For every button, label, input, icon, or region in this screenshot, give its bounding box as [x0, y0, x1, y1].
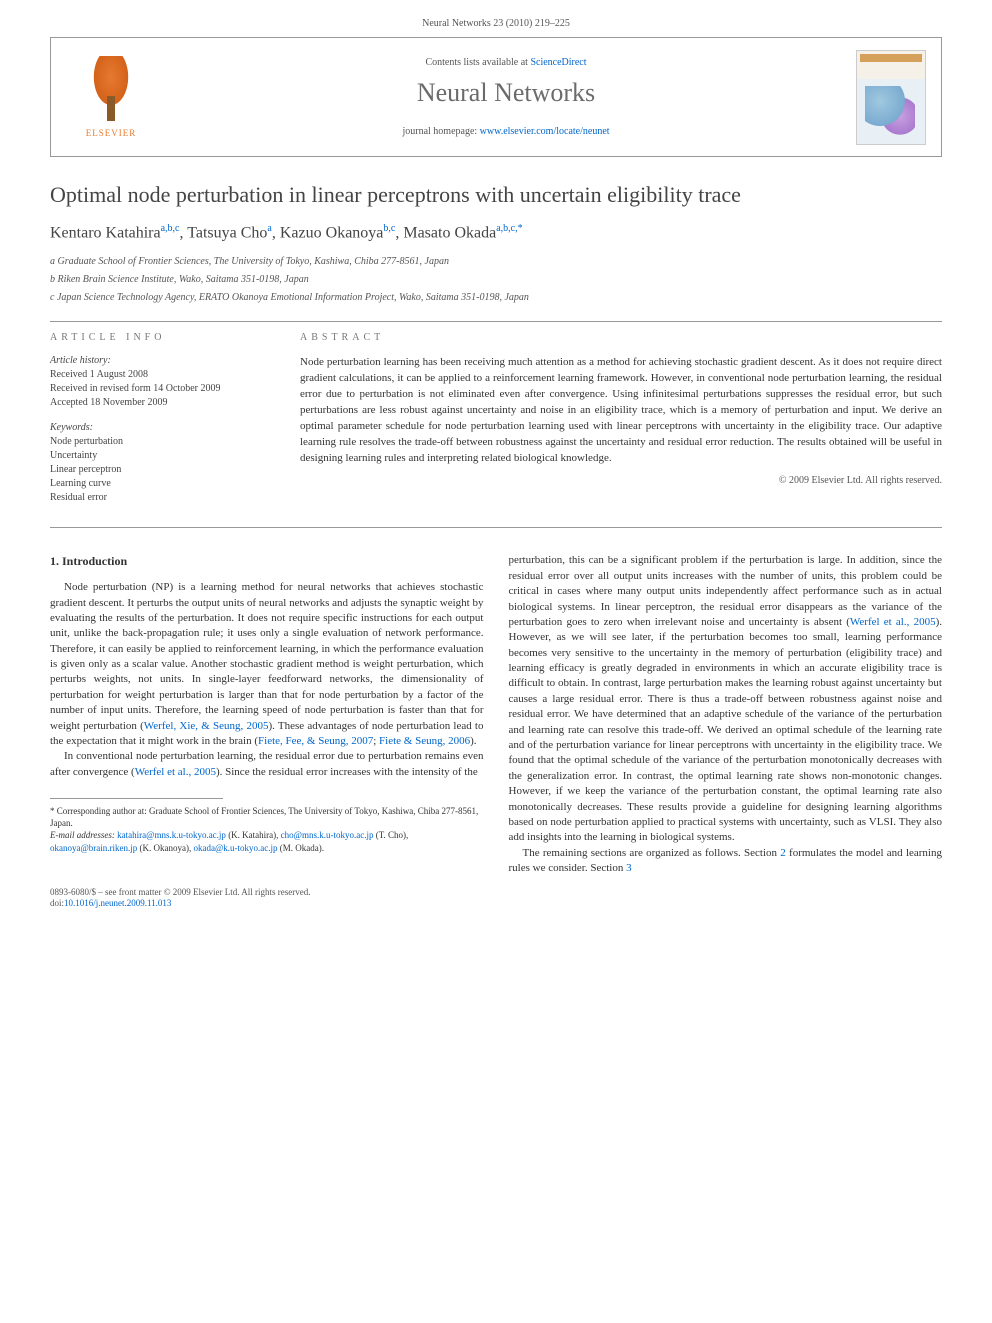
affiliation-b: b Riken Brain Science Institute, Wako, S… [50, 272, 942, 288]
footnote-corresponding: * Corresponding author at: Graduate Scho… [50, 805, 484, 829]
author-2-aff[interactable]: a [267, 223, 271, 234]
ref-werfel-2005[interactable]: Werfel, Xie, & Seung, 2005 [144, 720, 269, 732]
ref-werfel-2005c[interactable]: Werfel et al., 2005 [850, 616, 936, 628]
para3b-text: ). However, as we will see later, if the… [509, 616, 943, 843]
email-link-4[interactable]: okada@k.u-tokyo.ac.jp [194, 843, 278, 853]
author-2[interactable]: Tatsuya Cho [187, 224, 267, 241]
affiliation-c: c Japan Science Technology Agency, ERATO… [50, 290, 942, 306]
article-content: Optimal node perturbation in linear perc… [0, 182, 992, 877]
author-3-aff[interactable]: b,c [383, 223, 395, 234]
author-1-aff[interactable]: a,b,c [161, 223, 180, 234]
para1-text: Node perturbation (NP) is a learning met… [50, 581, 484, 732]
body-two-column: 1. Introduction Node perturbation (NP) i… [50, 553, 942, 876]
email-label: E-mail addresses: [50, 830, 115, 840]
abstract-heading: ABSTRACT [300, 332, 942, 343]
elsevier-logo[interactable]: ELSEVIER [66, 47, 156, 147]
abstract-col: ABSTRACT Node perturbation learning has … [300, 332, 942, 517]
author-3[interactable]: Kazuo Okanoya [280, 224, 384, 241]
page-footer: 0893-6080/$ – see front matter © 2009 El… [0, 877, 992, 930]
abstract-text: Node perturbation learning has been rece… [300, 355, 942, 467]
journal-banner-center: Contents lists available at ScienceDirec… [156, 57, 856, 137]
sciencedirect-link[interactable]: ScienceDirect [530, 57, 586, 68]
homepage-prefix: journal homepage: [402, 126, 479, 137]
body-para-3: perturbation, this can be a significant … [509, 553, 943, 845]
contents-prefix: Contents lists available at [425, 57, 530, 68]
history-label: Article history: [50, 355, 270, 366]
doi-link[interactable]: 10.1016/j.neunet.2009.11.013 [64, 898, 171, 908]
citation-text: Neural Networks 23 (2010) 219–225 [422, 18, 570, 29]
journal-name: Neural Networks [156, 78, 856, 108]
info-abstract-row: ARTICLE INFO Article history: Received 1… [50, 332, 942, 517]
footnote-emails: E-mail addresses: katahira@mns.k.u-tokyo… [50, 829, 484, 853]
body-para-1: Node perturbation (NP) is a learning met… [50, 580, 484, 749]
ref-fiete-2007[interactable]: Fiete, Fee, & Seung, 2007 [258, 735, 373, 747]
body-para-2: In conventional node perturbation learni… [50, 749, 484, 780]
corresponding-star-icon[interactable]: * [518, 223, 523, 234]
history-text: Received 1 August 2008 Received in revis… [50, 368, 270, 410]
para1d-text: ). [470, 735, 476, 747]
running-header: Neural Networks 23 (2010) 219–225 [0, 0, 992, 37]
ref-fiete-2006[interactable]: Fiete & Seung, 2006 [379, 735, 470, 747]
journal-banner: ELSEVIER Contents lists available at Sci… [50, 37, 942, 157]
author-4-aff[interactable]: a,b,c, [496, 223, 517, 234]
keywords-label: Keywords: [50, 422, 270, 433]
email-name-4: (M. Okada). [278, 843, 325, 853]
email-link-1[interactable]: katahira@mns.k.u-tokyo.ac.jp [117, 830, 226, 840]
para4-text: The remaining sections are organized as … [523, 847, 781, 859]
affiliations: a Graduate School of Frontier Sciences, … [50, 254, 942, 306]
ref-section-3[interactable]: 3 [626, 862, 632, 874]
email-name-1: (K. Katahira), [226, 830, 278, 840]
ref-werfel-2005b[interactable]: Werfel et al., 2005 [135, 766, 216, 778]
author-list: Kentaro Katahiraa,b,c, Tatsuya Choa, Kaz… [50, 223, 942, 242]
footnote-separator [50, 798, 223, 799]
article-info-col: ARTICLE INFO Article history: Received 1… [50, 332, 270, 517]
journal-cover-thumb[interactable] [856, 50, 926, 145]
email-link-2[interactable]: cho@mns.k.u-tokyo.ac.jp [281, 830, 374, 840]
para2b-text: ). Since the residual error increases wi… [216, 766, 478, 778]
elsevier-tree-icon [81, 56, 141, 126]
author-1[interactable]: Kentaro Katahira [50, 224, 161, 241]
homepage-link[interactable]: www.elsevier.com/locate/neunet [480, 126, 610, 137]
email-name-3: (K. Okanoya), [137, 843, 191, 853]
body-para-4: The remaining sections are organized as … [509, 846, 943, 877]
author-4[interactable]: Masato Okada [403, 224, 496, 241]
footer-doi-line: doi:10.1016/j.neunet.2009.11.013 [50, 898, 942, 910]
affiliation-a: a Graduate School of Frontier Sciences, … [50, 254, 942, 270]
email-name-2: (T. Cho), [373, 830, 408, 840]
email-link-3[interactable]: okanoya@brain.riken.jp [50, 843, 137, 853]
elsevier-label: ELSEVIER [86, 128, 137, 138]
article-title: Optimal node perturbation in linear perc… [50, 182, 942, 208]
footer-copyright: 0893-6080/$ – see front matter © 2009 El… [50, 887, 942, 899]
abstract-copyright: © 2009 Elsevier Ltd. All rights reserved… [300, 475, 942, 486]
footnote-corr-text: * Corresponding author at: Graduate Scho… [50, 806, 478, 828]
divider-top [50, 321, 942, 322]
keywords-text: Node perturbation Uncertainty Linear per… [50, 435, 270, 505]
contents-line: Contents lists available at ScienceDirec… [156, 57, 856, 68]
section-1-heading: 1. Introduction [50, 553, 484, 570]
homepage-line: journal homepage: www.elsevier.com/locat… [156, 126, 856, 137]
doi-prefix: doi: [50, 898, 64, 908]
divider-bottom [50, 527, 942, 528]
article-info-heading: ARTICLE INFO [50, 332, 270, 343]
